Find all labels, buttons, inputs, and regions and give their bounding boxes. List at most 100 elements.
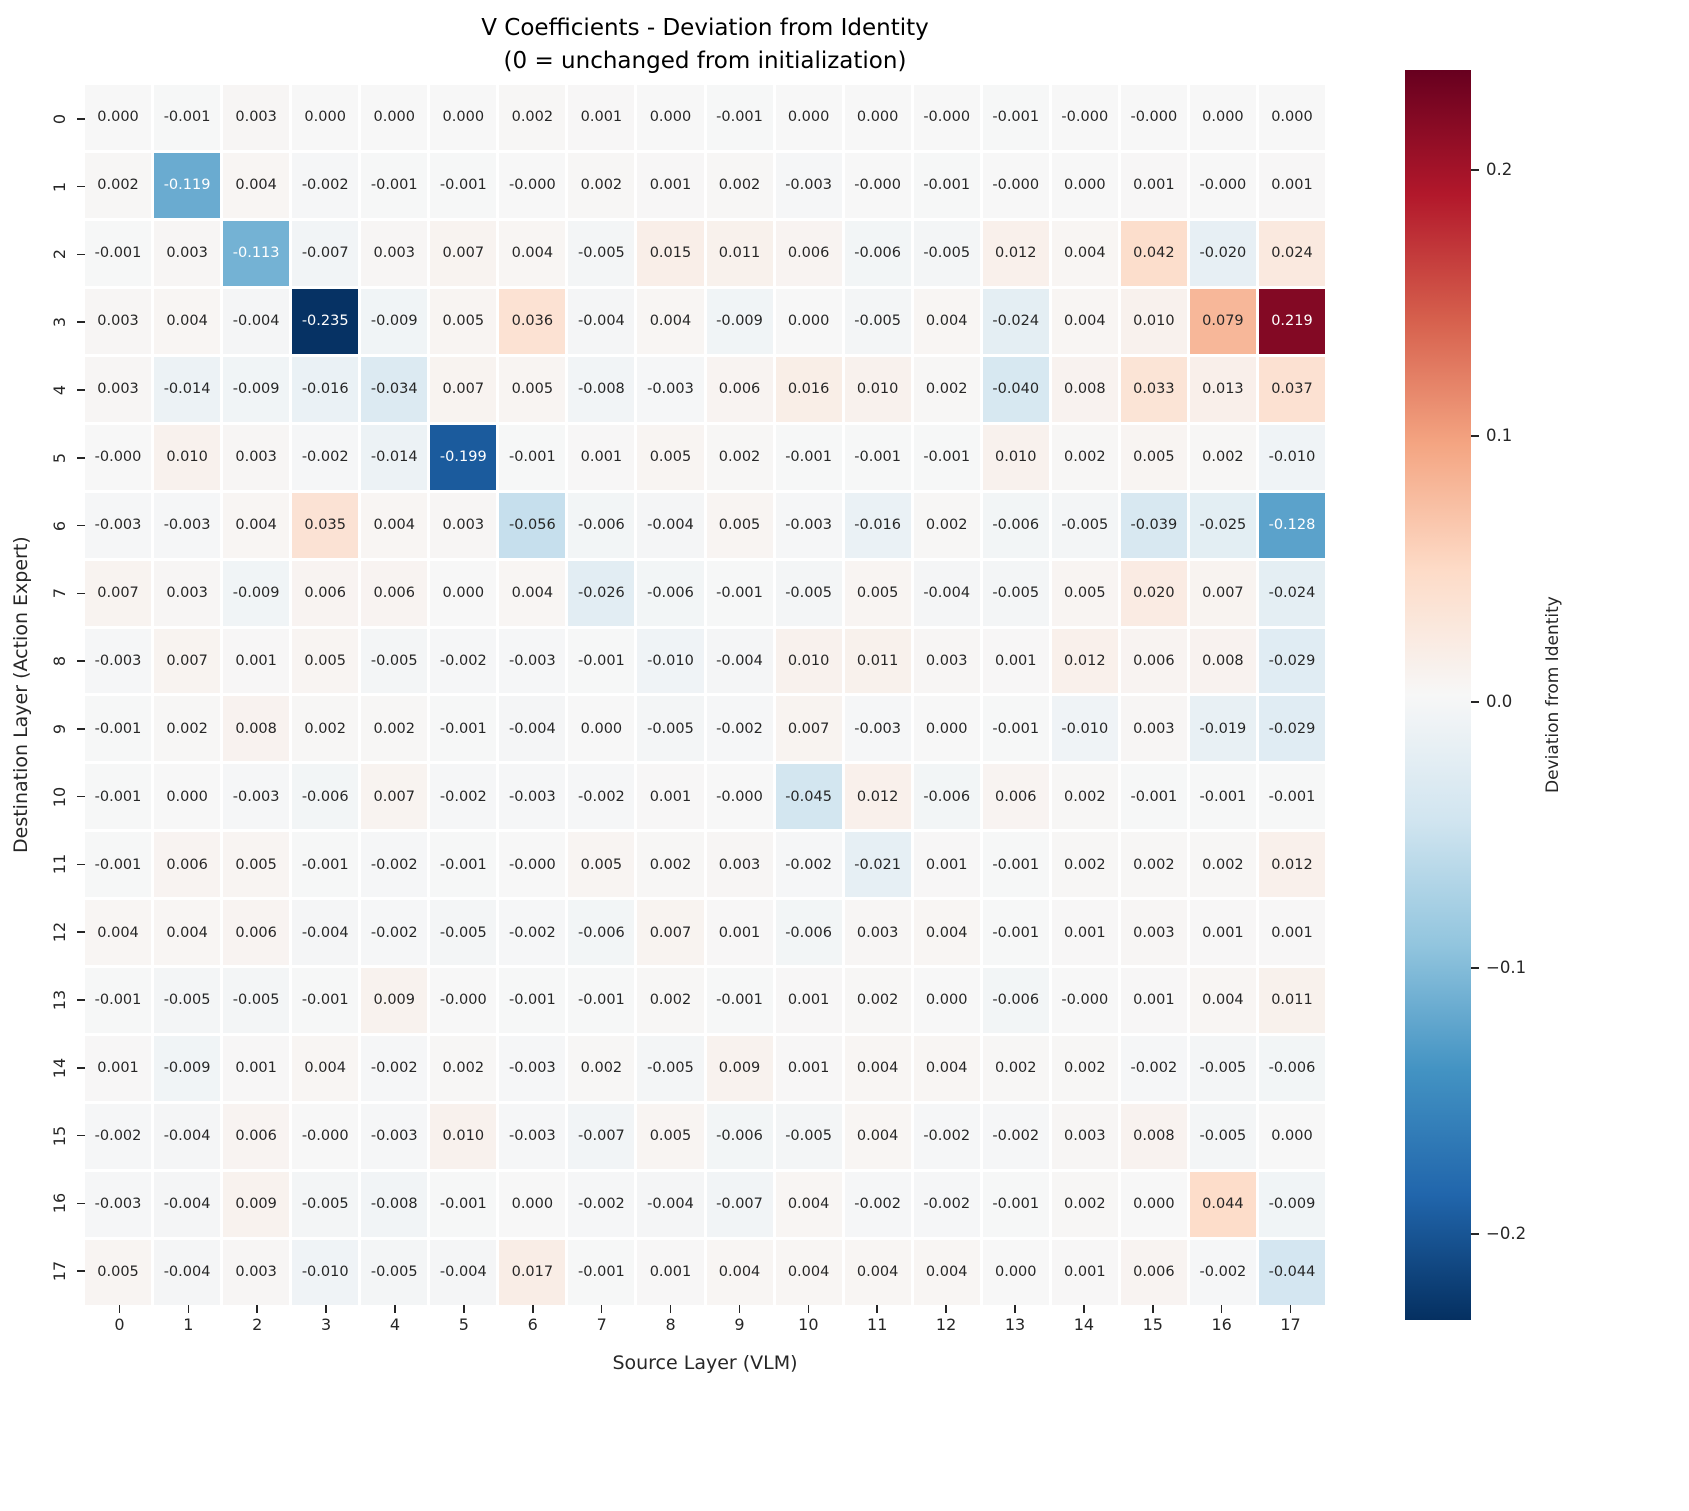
heatmap-cell-r8-c10: 0.010 (775, 628, 842, 694)
heatmap-cell-r11-c11: -0.021 (844, 832, 911, 898)
heatmap-cell-r4-c4: -0.034 (361, 356, 428, 422)
heatmap-cell-r11-c8: 0.002 (637, 832, 704, 898)
x-tick-label-8: 8 (665, 1315, 676, 1334)
heatmap-cell-r4-c6: 0.005 (499, 356, 566, 422)
x-tick-label-12: 12 (935, 1315, 957, 1334)
colorbar-tick-mark (1471, 701, 1479, 703)
heatmap-cell-r13-c12: 0.000 (913, 968, 980, 1034)
heatmap-cell-r11-c16: 0.002 (1189, 832, 1256, 898)
heatmap-cell-r7-c2: -0.009 (223, 560, 290, 626)
heatmap-cell-r14-c14: 0.002 (1051, 1036, 1118, 1102)
y-tick-label-7: 7 (49, 588, 69, 599)
heatmap-cell-r7-c8: -0.006 (637, 560, 704, 626)
x-tick-mark (118, 1305, 121, 1313)
heatmap-cell-r7-c12: -0.004 (913, 560, 980, 626)
heatmap-cell-r1-c12: -0.001 (913, 152, 980, 218)
heatmap-cell-r17-c8: 0.001 (637, 1240, 704, 1305)
heatmap-cell-r14-c2: 0.001 (223, 1036, 290, 1102)
heatmap-cell-r16-c5: -0.001 (430, 1172, 497, 1238)
y-tick-mark (77, 999, 85, 1001)
heatmap-cell-r12-c4: -0.002 (361, 900, 428, 966)
heatmap-cell-r8-c16: 0.008 (1189, 628, 1256, 694)
heatmap-cell-r7-c14: 0.005 (1051, 560, 1118, 626)
y-tick-mark (77, 931, 85, 934)
heatmap-cell-r3-c11: -0.005 (844, 288, 911, 354)
heatmap-cell-r2-c13: 0.012 (982, 220, 1049, 286)
heatmap-cell-r10-c16: -0.001 (1189, 764, 1256, 830)
heatmap-cell-r10-c0: -0.001 (85, 764, 152, 830)
heatmap-cell-r16-c17: -0.009 (1258, 1172, 1325, 1238)
heatmap-cell-r5-c7: 0.001 (568, 424, 635, 490)
heatmap-cell-r14-c7: 0.002 (568, 1036, 635, 1102)
heatmap-cell-r2-c6: 0.004 (499, 220, 566, 286)
heatmap-cell-r2-c0: -0.001 (85, 220, 152, 286)
x-tick-label-4: 4 (389, 1315, 401, 1334)
heatmap-cell-r0-c2: 0.003 (223, 85, 290, 150)
heatmap-cell-r17-c7: -0.001 (568, 1240, 635, 1305)
heatmap-cell-r10-c17: -0.001 (1258, 764, 1325, 830)
x-tick-label-11: 11 (867, 1315, 888, 1334)
heatmap-cell-r7-c11: 0.005 (844, 560, 911, 626)
heatmap-cell-r3-c5: 0.005 (430, 288, 497, 354)
heatmap-cell-r9-c6: -0.004 (499, 696, 566, 762)
heatmap-cell-r6-c5: 0.003 (430, 492, 497, 558)
heatmap-cell-r6-c9: 0.005 (706, 492, 773, 558)
heatmap-cell-r2-c2: -0.113 (223, 220, 290, 286)
x-tick-label-0: 0 (114, 1315, 125, 1334)
heatmap-cell-r1-c14: 0.000 (1051, 152, 1118, 218)
heatmap-cell-r5-c1: 0.010 (154, 424, 221, 490)
heatmap-cell-r11-c4: -0.002 (361, 832, 428, 898)
x-tick-label-10: 10 (798, 1315, 819, 1334)
heatmap-cell-r16-c6: 0.000 (499, 1172, 566, 1238)
heatmap-cell-r5-c16: 0.002 (1189, 424, 1256, 490)
heatmap-cell-r2-c8: 0.015 (637, 220, 704, 286)
heatmap-cell-r4-c9: 0.006 (706, 356, 773, 422)
x-tick-mark (531, 1305, 534, 1313)
heatmap-cell-r0-c10: 0.000 (775, 85, 842, 150)
heatmap-cell-r12-c2: 0.006 (223, 900, 290, 966)
heatmap-cell-r3-c7: -0.004 (568, 288, 635, 354)
heatmap-cell-r14-c15: -0.002 (1120, 1036, 1187, 1102)
x-axis-label: Source Layer (VLM) (612, 1352, 798, 1374)
y-tick-mark (77, 728, 85, 730)
heatmap-cell-r17-c10: 0.004 (775, 1240, 842, 1305)
heatmap-cell-r11-c13: -0.001 (982, 832, 1049, 898)
heatmap-cell-r9-c16: -0.019 (1189, 696, 1256, 762)
y-tick-mark (77, 863, 85, 866)
heatmap-cell-r13-c5: -0.000 (430, 968, 497, 1034)
colorbar-tick-label-0.1: 0.1 (1486, 425, 1513, 445)
heatmap-cell-r6-c2: 0.004 (223, 492, 290, 558)
y-tick-label-2: 2 (49, 249, 69, 260)
heatmap-cell-r0-c5: 0.000 (430, 85, 497, 150)
heatmap-cell-r3-c15: 0.010 (1120, 288, 1187, 354)
x-tick-mark (1014, 1305, 1016, 1313)
heatmap-cell-r11-c3: -0.001 (292, 832, 359, 898)
heatmap-cell-r3-c2: -0.004 (223, 288, 290, 354)
heatmap-cell-r15-c4: -0.003 (361, 1104, 428, 1170)
heatmap-cell-r12-c10: -0.006 (775, 900, 842, 966)
heatmap-cell-r4-c13: -0.040 (982, 356, 1049, 422)
heatmap-cell-r2-c16: -0.020 (1189, 220, 1256, 286)
heatmap-cell-r10-c8: 0.001 (637, 764, 704, 830)
heatmap-cell-r13-c3: -0.001 (292, 968, 359, 1034)
y-tick-label-13: 13 (49, 989, 69, 1011)
heatmap-cell-r9-c9: -0.002 (706, 696, 773, 762)
heatmap-cell-r4-c12: 0.002 (913, 356, 980, 422)
heatmap-cell-r3-c6: 0.036 (499, 288, 566, 354)
heatmap-cell-r10-c10: -0.045 (775, 764, 842, 830)
heatmap-cell-r7-c9: -0.001 (706, 560, 773, 626)
heatmap-cell-r5-c2: 0.003 (223, 424, 290, 490)
heatmap-cell-r8-c14: 0.012 (1051, 628, 1118, 694)
heatmap-cell-r2-c10: 0.006 (775, 220, 842, 286)
heatmap-cell-r4-c5: 0.007 (430, 356, 497, 422)
heatmap-cell-r7-c1: 0.003 (154, 560, 221, 626)
heatmap-cell-r4-c0: 0.003 (85, 356, 152, 422)
heatmap-cell-r11-c6: -0.000 (499, 832, 566, 898)
heatmap-cell-r3-c17: 0.219 (1258, 288, 1325, 354)
heatmap-cell-r15-c9: -0.006 (706, 1104, 773, 1170)
heatmap-cell-r11-c2: 0.005 (223, 832, 290, 898)
heatmap-cell-r17-c14: 0.001 (1051, 1240, 1118, 1305)
heatmap-cell-r3-c10: 0.000 (775, 288, 842, 354)
heatmap-cell-r7-c3: 0.006 (292, 560, 359, 626)
heatmap-cell-r10-c7: -0.002 (568, 764, 635, 830)
